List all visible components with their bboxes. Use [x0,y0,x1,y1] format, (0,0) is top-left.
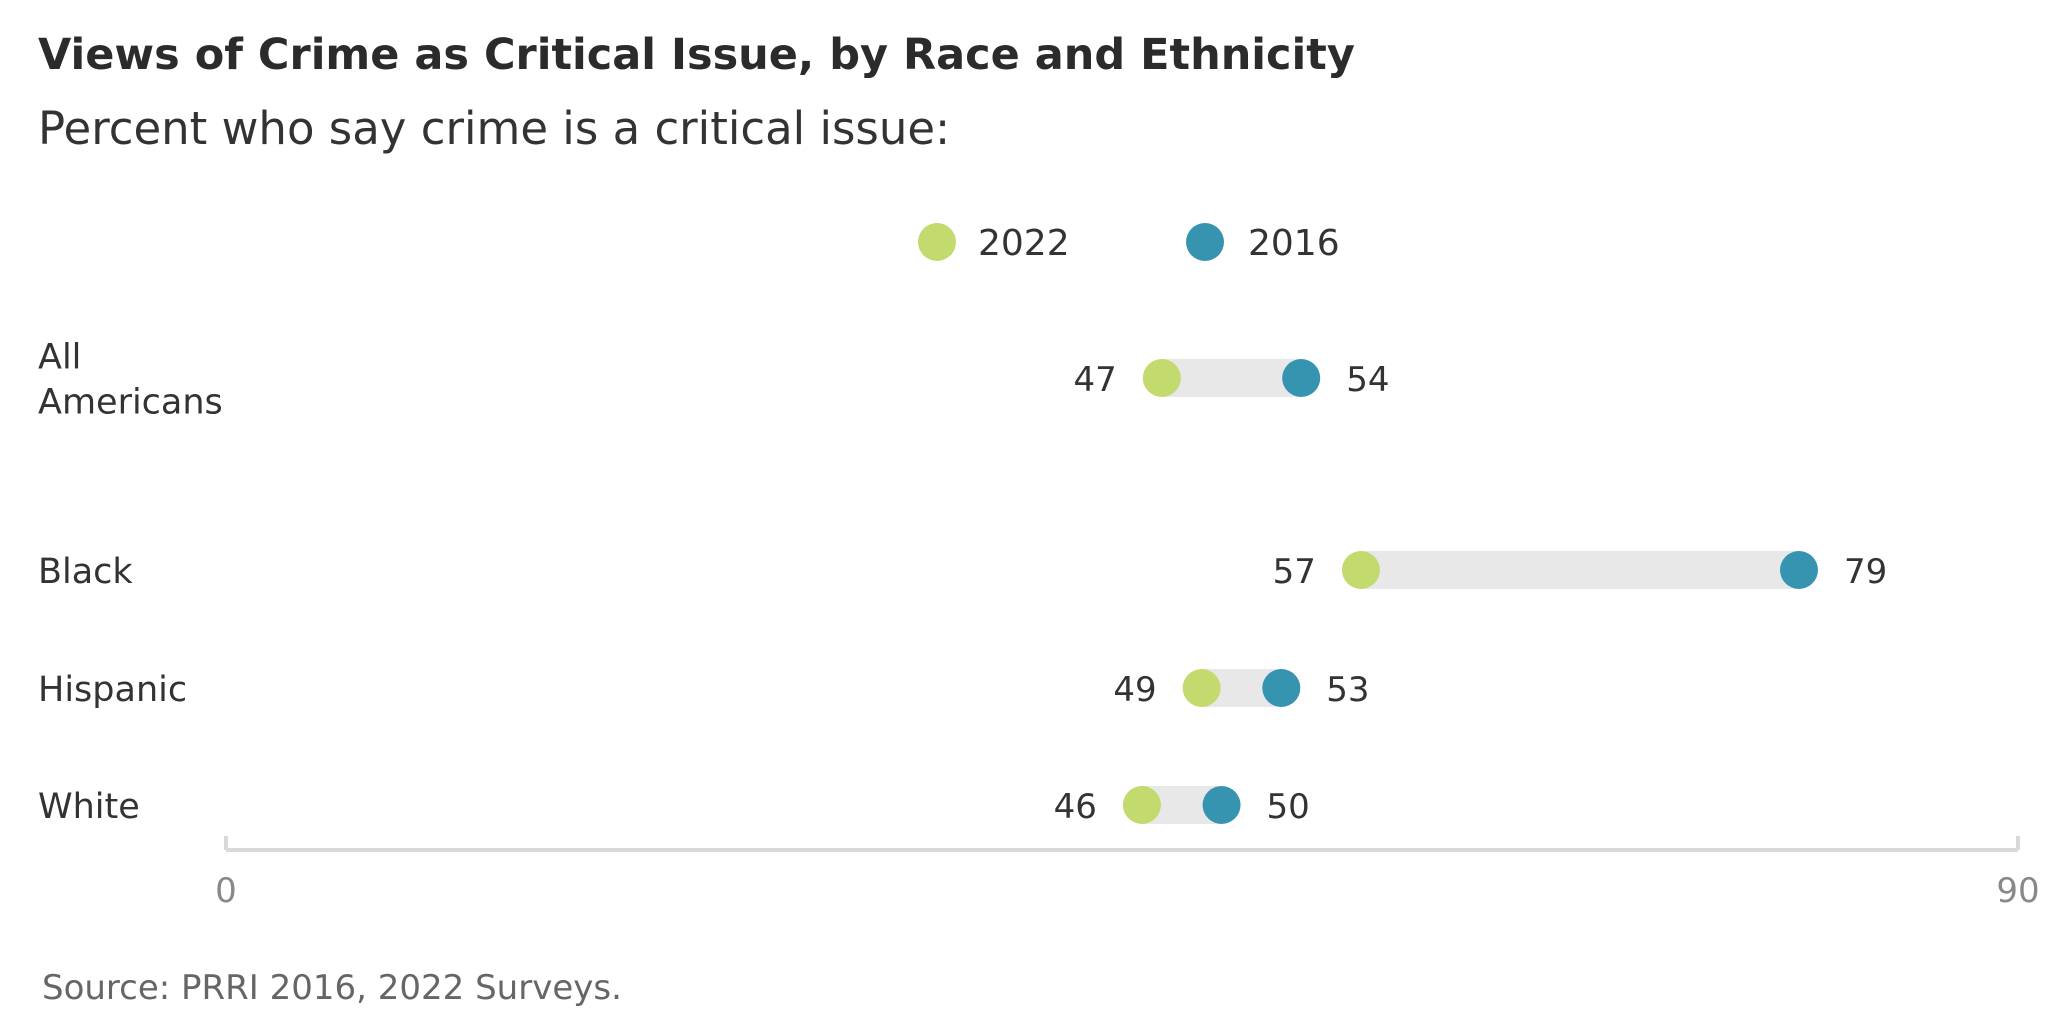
category-label: All Americans [38,338,223,423]
point-2016 [1779,551,1818,589]
category-label-line: All [38,338,81,378]
legend-marker-2022 [918,223,956,261]
connector-bar [1360,551,1799,589]
point-2022 [1142,359,1181,397]
value-labels: 47 54 57 79 49 53 46 50 [1054,360,1888,827]
connectors [1141,359,1799,824]
chart-title: Views of Crime as Critical Issue, by Rac… [38,30,1355,80]
category-label-line: Black [38,552,133,592]
x-tick-label: 0 [215,871,237,911]
value-label-left: 49 [1113,670,1156,710]
connector-bar [1161,359,1302,397]
source-note: Source: PRRI 2016, 2022 Surveys. [42,968,622,1008]
points [1122,359,1818,824]
category-label-line: Americans [38,383,223,423]
category-label: White [38,787,140,827]
x-tick-label: 90 [1996,871,2039,911]
point-2016 [1282,359,1321,397]
legend-marker-2016 [1186,223,1224,261]
value-label-right: 53 [1326,670,1369,710]
point-2016 [1262,669,1301,707]
legend: 2022 2016 [918,223,1340,264]
category-label: Hispanic [38,670,187,710]
value-label-right: 50 [1267,787,1310,827]
point-2022 [1341,551,1380,589]
point-2022 [1182,669,1221,707]
chart-subtitle: Percent who say crime is a critical issu… [38,102,951,155]
value-label-right: 54 [1346,360,1389,400]
point-2022 [1122,786,1161,824]
category-label-line: White [38,787,140,827]
x-axis: 0 90 [215,836,2040,911]
legend-label-2022: 2022 [978,223,1070,264]
category-labels: All Americans Black Hispanic White [38,338,223,828]
value-label-left: 57 [1273,552,1316,592]
value-label-left: 46 [1054,787,1097,827]
category-label-line: Hispanic [38,670,187,710]
point-2016 [1202,786,1241,824]
value-label-left: 47 [1074,360,1117,400]
value-label-right: 79 [1844,552,1887,592]
category-label: Black [38,552,133,592]
legend-label-2016: 2016 [1248,223,1340,264]
